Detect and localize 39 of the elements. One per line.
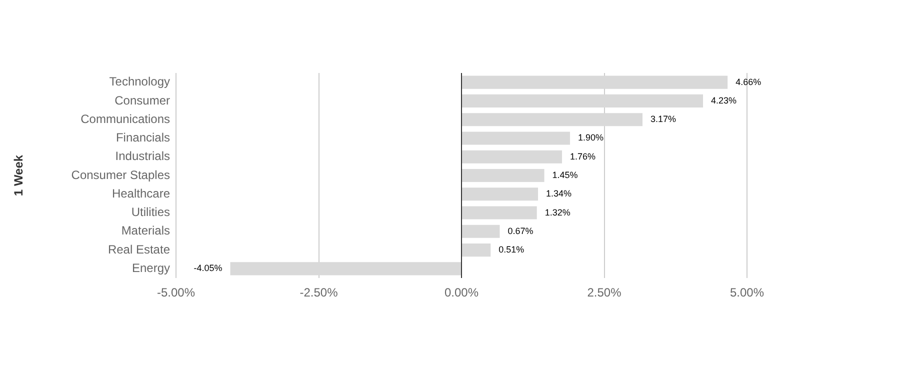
y-tick-label: Technology xyxy=(109,74,170,89)
bar xyxy=(462,224,500,238)
bar xyxy=(462,94,704,108)
x-tick-label: 2.50% xyxy=(587,286,622,300)
y-tick-label: Materials xyxy=(121,224,170,238)
y-tick-label: Healthcare xyxy=(112,186,170,200)
y-tick-label: Real Estate xyxy=(108,242,170,256)
y-tick-label: Consumer xyxy=(114,93,170,108)
x-tick-label: -5.00% xyxy=(156,286,196,300)
bar xyxy=(462,188,538,201)
data-label: 0.51% xyxy=(498,244,524,255)
data-label: 1.34% xyxy=(546,188,572,199)
bar xyxy=(462,168,544,182)
data-label: 4.66% xyxy=(736,76,762,87)
data-label: 1.90% xyxy=(578,132,604,143)
x-tick-label: 0.00% xyxy=(444,286,479,300)
y-tick-label: Industrials xyxy=(115,149,170,164)
data-label: 1.45% xyxy=(552,170,578,180)
bar xyxy=(462,76,728,89)
data-label: 0.67% xyxy=(508,226,534,236)
y-tick-label: Energy xyxy=(132,260,170,275)
data-label: 1.32% xyxy=(544,207,570,218)
bar xyxy=(462,132,570,145)
data-label: 4.23% xyxy=(711,95,737,106)
bar xyxy=(462,244,491,257)
y-tick-label: Communications xyxy=(80,112,170,126)
x-tick-label: -2.50% xyxy=(300,286,338,300)
bar xyxy=(462,113,643,126)
y-tick-label: Utilities xyxy=(131,205,170,220)
bar xyxy=(462,150,562,164)
x-tick-label: 5.00% xyxy=(730,286,764,300)
data-label: 1.76% xyxy=(570,151,596,162)
y-tick-label: Consumer Staples xyxy=(71,168,170,182)
bar xyxy=(230,262,461,276)
y-tick-label: Financials xyxy=(116,130,170,145)
bar xyxy=(462,206,537,220)
data-label: 3.17% xyxy=(650,114,676,124)
y-axis-title: 1 Week xyxy=(12,154,26,196)
data-label: -4.05% xyxy=(194,263,222,274)
